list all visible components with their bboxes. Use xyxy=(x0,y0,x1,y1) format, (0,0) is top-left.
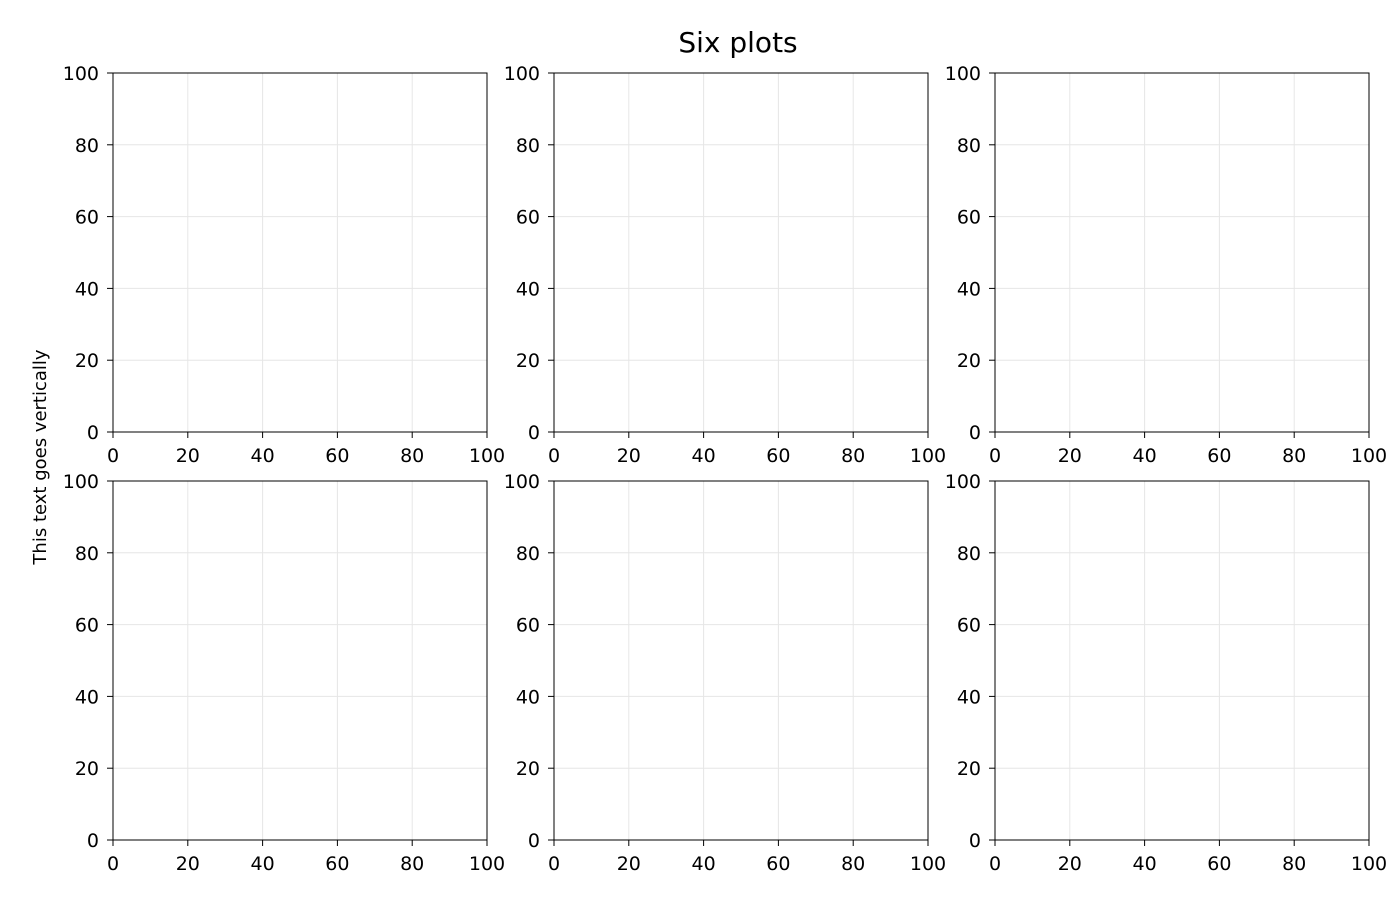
x-tick-label: 0 xyxy=(548,853,560,875)
x-tick-label: 20 xyxy=(617,445,641,467)
subplot-5: 0 20 40 60 80 100 0 20 40 60 80 100 xyxy=(504,471,946,875)
y-tick-label: 40 xyxy=(957,278,981,300)
x-tick-label: 100 xyxy=(469,853,505,875)
x-tick-label: 80 xyxy=(400,445,424,467)
x-tick-label: 60 xyxy=(325,445,349,467)
y-tick-label: 100 xyxy=(63,63,99,85)
y-tick-label: 60 xyxy=(516,207,540,229)
figure-title: Six plots xyxy=(678,26,797,59)
y-tick-label: 40 xyxy=(516,686,540,708)
x-tick-label: 40 xyxy=(692,853,716,875)
y-tick-label: 20 xyxy=(957,758,981,780)
x-tick-label: 100 xyxy=(469,445,505,467)
y-tick-label: 0 xyxy=(528,830,540,852)
figure-ylabel: This text goes vertically xyxy=(30,349,51,565)
y-tick-label: 0 xyxy=(87,830,99,852)
y-tick-label: 100 xyxy=(63,471,99,493)
x-tick-label: 60 xyxy=(766,853,790,875)
y-tick-label: 20 xyxy=(75,350,99,372)
x-tick-label: 80 xyxy=(1282,445,1306,467)
x-tick-label: 100 xyxy=(1351,445,1387,467)
y-tick-label: 100 xyxy=(945,471,981,493)
axes-frame xyxy=(553,72,929,433)
x-tick-label: 0 xyxy=(989,853,1001,875)
axes-frame xyxy=(994,72,1370,433)
x-tick-label: 80 xyxy=(1282,853,1306,875)
x-tick-label: 0 xyxy=(107,445,119,467)
y-tick-label: 80 xyxy=(957,543,981,565)
x-tick-label: 0 xyxy=(989,445,1001,467)
subplot-2: 0 20 40 60 80 100 0 20 40 60 80 100 xyxy=(504,63,946,467)
x-tick-label: 40 xyxy=(1133,445,1157,467)
x-tick-label: 40 xyxy=(251,445,275,467)
axes-frame xyxy=(553,480,929,841)
y-tick-label: 0 xyxy=(969,422,981,444)
y-tick-label: 60 xyxy=(516,615,540,637)
y-tick-label: 100 xyxy=(504,63,540,85)
x-tick-label: 60 xyxy=(325,853,349,875)
y-tick-label: 40 xyxy=(75,686,99,708)
y-tick-label: 20 xyxy=(75,758,99,780)
x-tick-label: 40 xyxy=(692,445,716,467)
axes-frame xyxy=(112,480,488,841)
x-tick-label: 20 xyxy=(617,853,641,875)
x-tick-label: 20 xyxy=(1058,445,1082,467)
subplot-3: 0 20 40 60 80 100 0 20 40 60 80 100 xyxy=(945,63,1387,467)
y-tick-label: 20 xyxy=(516,758,540,780)
y-tick-label: 40 xyxy=(75,278,99,300)
subplot-6: 0 20 40 60 80 100 0 20 40 60 80 100 xyxy=(945,471,1387,875)
x-tick-label: 40 xyxy=(251,853,275,875)
y-tick-label: 80 xyxy=(957,135,981,157)
x-tick-label: 60 xyxy=(766,445,790,467)
x-tick-label: 0 xyxy=(107,853,119,875)
x-tick-label: 100 xyxy=(1351,853,1387,875)
x-tick-label: 0 xyxy=(548,445,560,467)
y-tick-label: 60 xyxy=(957,207,981,229)
axes-frame xyxy=(994,480,1370,841)
y-tick-label: 40 xyxy=(516,278,540,300)
y-tick-label: 20 xyxy=(516,350,540,372)
y-tick-label: 0 xyxy=(969,830,981,852)
y-tick-label: 80 xyxy=(516,543,540,565)
y-tick-label: 60 xyxy=(75,615,99,637)
x-tick-label: 20 xyxy=(176,853,200,875)
y-tick-label: 60 xyxy=(957,615,981,637)
y-tick-label: 100 xyxy=(504,471,540,493)
y-tick-label: 80 xyxy=(75,135,99,157)
x-tick-label: 40 xyxy=(1133,853,1157,875)
x-tick-label: 60 xyxy=(1207,853,1231,875)
x-tick-label: 80 xyxy=(400,853,424,875)
x-tick-label: 100 xyxy=(910,445,946,467)
subplot-1: 0 20 40 60 80 100 0 20 40 60 80 100 xyxy=(63,63,505,467)
subplot-4: 0 20 40 60 80 100 0 20 40 60 80 100 xyxy=(63,471,505,875)
y-tick-label: 20 xyxy=(957,350,981,372)
x-tick-label: 20 xyxy=(176,445,200,467)
axes-frame xyxy=(112,72,488,433)
x-tick-label: 20 xyxy=(1058,853,1082,875)
x-tick-label: 80 xyxy=(841,853,865,875)
y-tick-label: 60 xyxy=(75,207,99,229)
y-tick-label: 100 xyxy=(945,63,981,85)
x-tick-label: 100 xyxy=(910,853,946,875)
y-tick-label: 40 xyxy=(957,686,981,708)
y-tick-label: 80 xyxy=(516,135,540,157)
y-tick-label: 80 xyxy=(75,543,99,565)
subplot-grid: 0 20 40 60 80 100 0 20 40 60 80 100 0 20 40 60 80 100 0 20 4… xyxy=(63,63,1387,875)
y-tick-label: 0 xyxy=(87,422,99,444)
y-tick-label: 0 xyxy=(528,422,540,444)
x-tick-label: 80 xyxy=(841,445,865,467)
x-tick-label: 60 xyxy=(1207,445,1231,467)
